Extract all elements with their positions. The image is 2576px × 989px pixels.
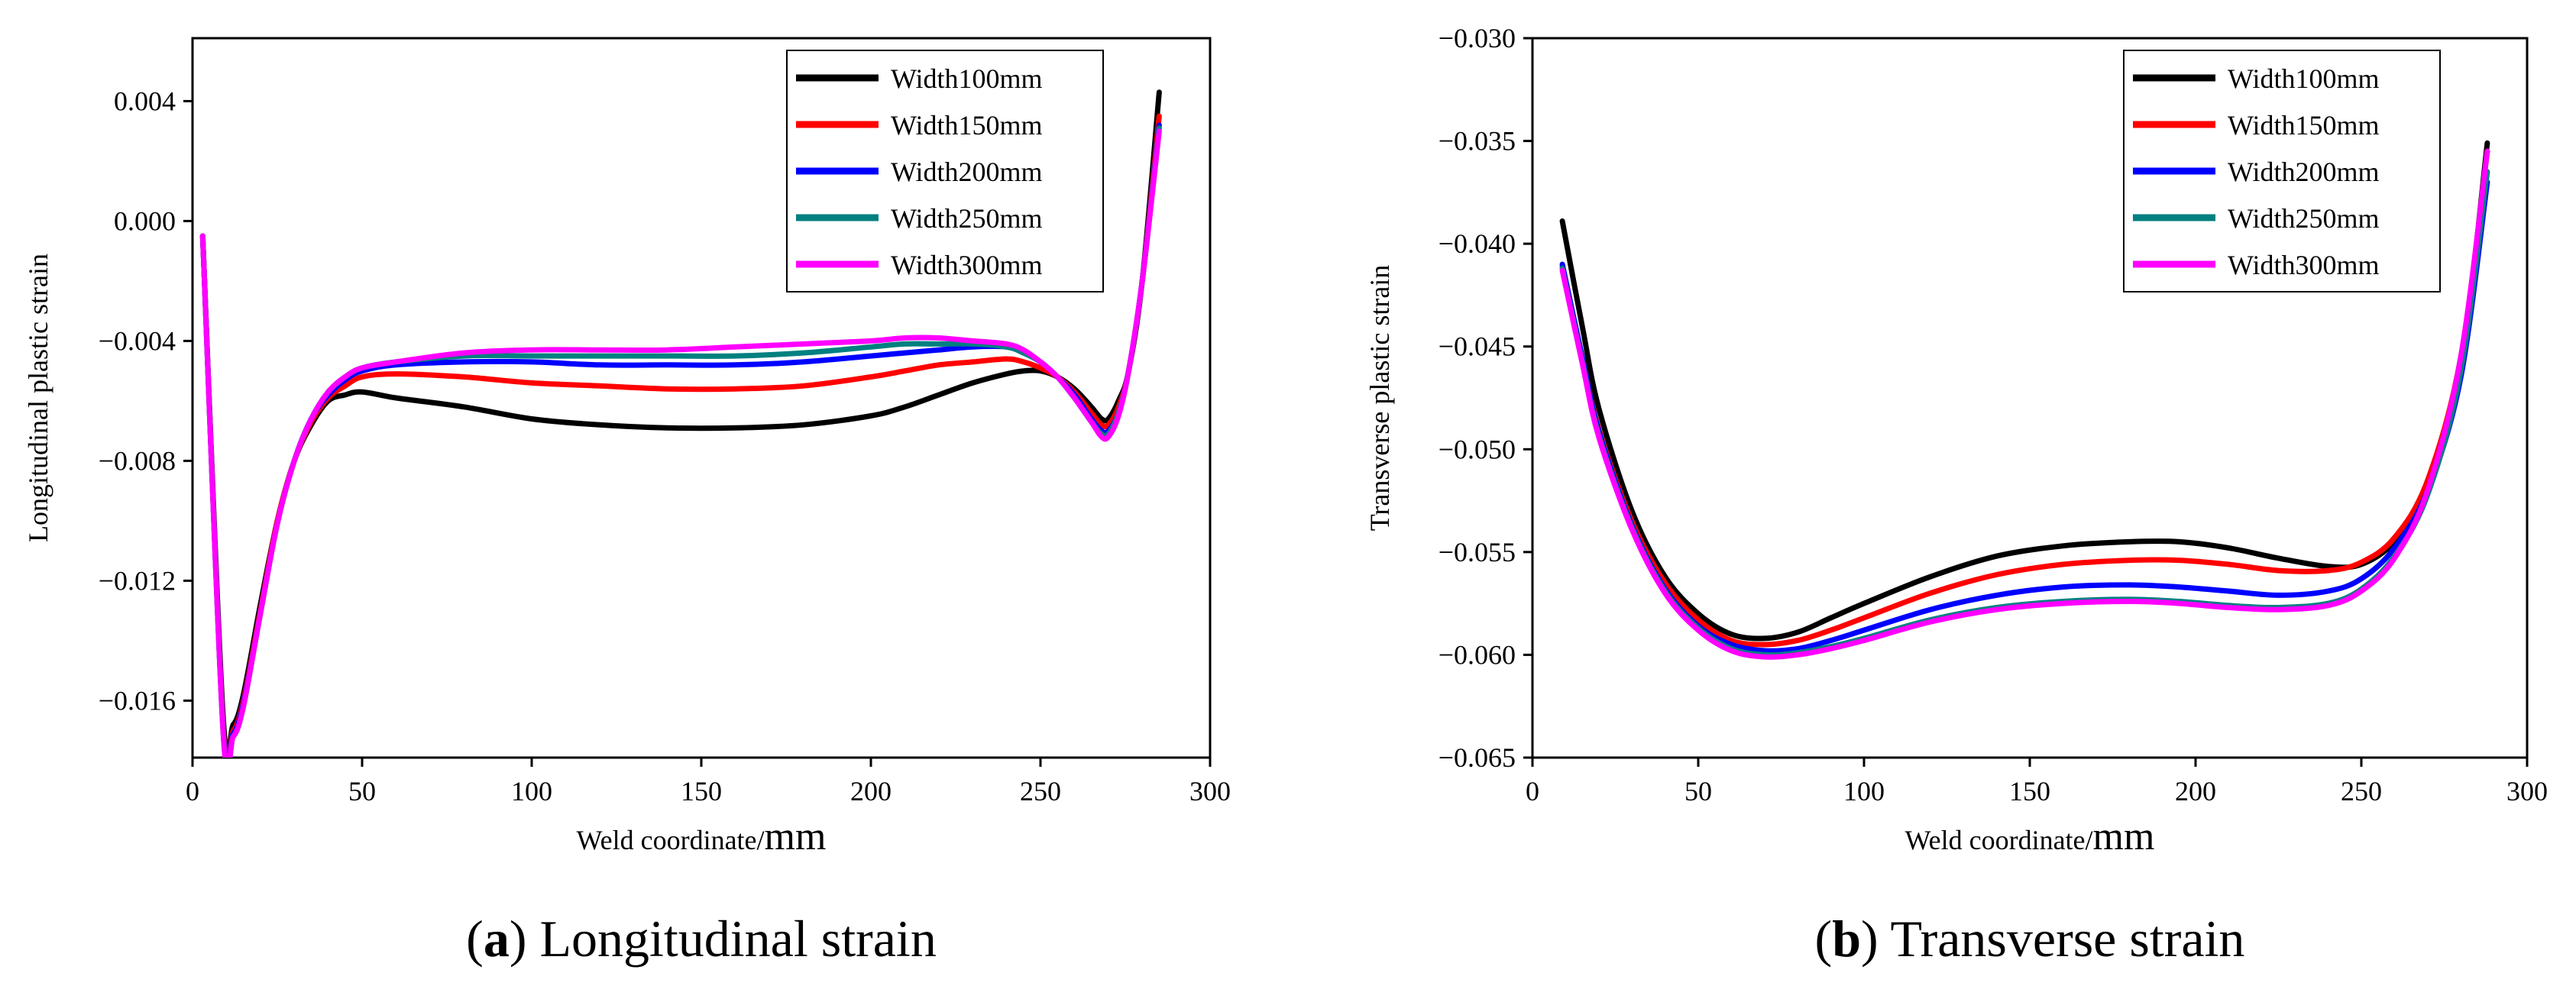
y-ticks-b: −0.030 −0.035 −0.040 −0.045 −0.050 −0.055 −0.0… — [1438, 23, 1532, 773]
x-tick-label: 0 — [1526, 776, 1539, 806]
y-tick-label: −0.030 — [1438, 23, 1516, 53]
legend-label: Width300mm — [2228, 250, 2380, 280]
x-tick-label: 250 — [1020, 776, 1061, 806]
series-group-b — [1559, 140, 2490, 660]
x-tick-label: 200 — [2175, 776, 2216, 806]
x-tick-label: 200 — [850, 776, 892, 806]
legend-label: Width100mm — [2228, 63, 2380, 94]
caption-b-suffix: ) Transverse strain — [1861, 910, 2244, 968]
series-line-width100mm — [1559, 140, 2490, 642]
panel-b-transverse-chart: 0 50 100 150 200 250 300 −0.030−0.035−0.040−0.… — [1364, 23, 2548, 968]
x-tick-label: 300 — [2506, 776, 2548, 806]
y-tick-label: −0.012 — [99, 565, 176, 596]
x-axis-label-a: Weld coordinate/mm — [577, 815, 827, 858]
y-tick-label: 0.000 — [114, 205, 176, 236]
x-tick-label: 0 — [186, 776, 199, 806]
legend-label: Width300mm — [891, 250, 1043, 280]
series-group-a — [199, 89, 1162, 758]
x-axis-label-text-a: Weld coordinate/ — [577, 825, 765, 855]
caption-a-letter: a — [484, 910, 510, 968]
x-tick-label: 100 — [1843, 776, 1885, 806]
caption-b-prefix: ( — [1815, 910, 1833, 968]
caption-a-prefix: ( — [466, 910, 484, 968]
x-axis-label-unit-a: mm — [765, 815, 827, 858]
y-tick-label: −0.004 — [99, 325, 176, 356]
x-axis-label-text-b: Weld coordinate/ — [1905, 825, 2093, 855]
legend-b: Width100mm Width150mm Width200mm Width250mm… — [2123, 50, 2441, 292]
legend-a: Width100mm Width150mm Width200mm Width250mm… — [786, 50, 1104, 292]
y-tick-label: −0.060 — [1438, 639, 1516, 670]
series-line-width300mm — [1559, 148, 2490, 660]
caption-a-suffix: ) Longitudinal strain — [510, 910, 937, 968]
y-ticks-a: 0.004 0.000 −0.004 −0.008 −0.012 −0.016 — [99, 86, 193, 716]
x-axis-label-unit-b: mm — [2093, 815, 2155, 858]
y-tick-label: −0.050 — [1438, 434, 1516, 464]
legend-label: Width100mm — [891, 63, 1043, 94]
legend-label: Width200mm — [2228, 157, 2380, 187]
legend-label: Width150mm — [2228, 110, 2380, 141]
caption-b-letter: b — [1832, 910, 1861, 968]
x-ticks-a: 0 50 100 150 200 250 300 — [186, 758, 1231, 806]
y-axis-label-a: Longitudinal plastic strain — [23, 254, 53, 542]
y-axis-label-b: Transverse plastic strain — [1364, 265, 1395, 532]
x-tick-label: 150 — [2009, 776, 2050, 806]
y-tick-label: −0.016 — [99, 685, 176, 716]
series-line-width300mm — [199, 128, 1162, 758]
panel-a-longitudinal-chart: 0 50 100 150 200 250 300 0.004 0.000 −0.004 −0.00… — [23, 37, 1231, 968]
x-tick-label: 50 — [1684, 776, 1712, 806]
y-tick-label: −0.055 — [1438, 537, 1516, 567]
y-tick-label: −0.035 — [1438, 126, 1516, 157]
caption-a: (a) Longitudinal strain — [466, 910, 937, 968]
legend-label: Width150mm — [891, 110, 1043, 141]
x-tick-label: 150 — [681, 776, 722, 806]
x-ticks-b: 0 50 100 150 200 250 300 — [1526, 758, 2548, 806]
y-tick-label: −0.008 — [99, 445, 176, 476]
legend-label: Width250mm — [891, 203, 1043, 234]
x-tick-label: 300 — [1189, 776, 1231, 806]
legend-label: Width200mm — [891, 157, 1043, 187]
y-tick-label: 0.004 — [114, 86, 176, 116]
y-tick-label: −0.045 — [1438, 331, 1516, 362]
y-tick-label: −0.040 — [1438, 228, 1516, 259]
x-tick-label: 100 — [511, 776, 552, 806]
x-axis-label-b: Weld coordinate/mm — [1905, 815, 2155, 858]
y-tick-label: −0.065 — [1438, 742, 1516, 773]
x-tick-label: 50 — [348, 776, 376, 806]
x-tick-label: 250 — [2341, 776, 2382, 806]
legend-label: Width250mm — [2228, 203, 2380, 234]
caption-b: (b) Transverse strain — [1815, 910, 2245, 968]
